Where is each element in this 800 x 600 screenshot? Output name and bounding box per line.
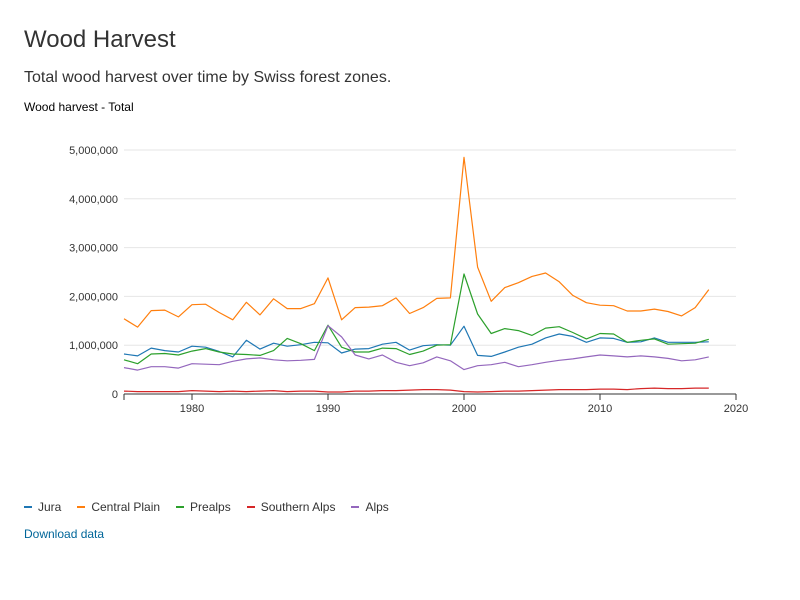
x-tick-label: 1990 — [316, 403, 340, 415]
legend-label: Central Plain — [91, 500, 161, 514]
legend-swatch — [77, 506, 86, 508]
series-line-prealps — [123, 273, 709, 365]
grid-lines — [124, 149, 736, 346]
legend-item-jura[interactable]: Jura — [24, 500, 61, 514]
y-tick-label: 0 — [112, 389, 118, 401]
legend-item-central-plain[interactable]: Central Plain — [77, 500, 160, 514]
legend-swatch — [176, 506, 185, 508]
legend-label: Jura — [38, 500, 62, 514]
legend-item-alps[interactable]: Alps — [351, 500, 389, 514]
series-line-southern-alps — [123, 387, 709, 393]
legend-label: Alps — [365, 500, 389, 514]
legend-swatch — [24, 506, 32, 508]
legend-item-prealps[interactable]: Prealps — [176, 500, 231, 514]
series-line-alps — [123, 325, 709, 371]
series-lines — [123, 156, 710, 393]
y-tick-label: 5,000,000 — [69, 145, 118, 157]
legend-label: Southern Alps — [260, 500, 336, 514]
chart-heading: Wood harvest - Total — [24, 100, 134, 114]
y-tick-label: 3,000,000 — [69, 243, 118, 255]
y-tick-label: 4,000,000 — [69, 194, 118, 206]
legend: Jura Central Plain Prealps Southern Alps Alp… — [24, 500, 405, 514]
page-subtitle: Total wood harvest over time by Swiss fo… — [24, 69, 392, 86]
legend-swatch — [351, 506, 360, 508]
y-tick-label: 2,000,000 — [69, 291, 118, 303]
legend-item-southern-alps[interactable]: Southern Alps — [246, 500, 336, 514]
legend-swatch — [246, 506, 255, 508]
x-tick-label: 2020 — [724, 403, 748, 415]
download-data-link[interactable]: Download data — [24, 527, 105, 541]
x-tick-label: 2000 — [452, 403, 476, 415]
legend-label: Prealps — [190, 500, 231, 514]
y-axis-ticks: 0 1,000,000 2,000,000 3,000,000 4,000,000 5,0… — [69, 145, 118, 401]
x-axis: 1980 1990 2000 2010 2020 — [123, 393, 748, 415]
line-chart: 0 1,000,000 2,000,000 3,000,000 4,000,000 5,0… — [69, 145, 748, 415]
series-line-central-plain — [123, 156, 710, 328]
x-tick-label: 1980 — [180, 403, 204, 415]
x-tick-label: 2010 — [588, 403, 612, 415]
page-title: Wood Harvest — [24, 26, 176, 53]
y-tick-label: 1,000,000 — [69, 340, 118, 352]
